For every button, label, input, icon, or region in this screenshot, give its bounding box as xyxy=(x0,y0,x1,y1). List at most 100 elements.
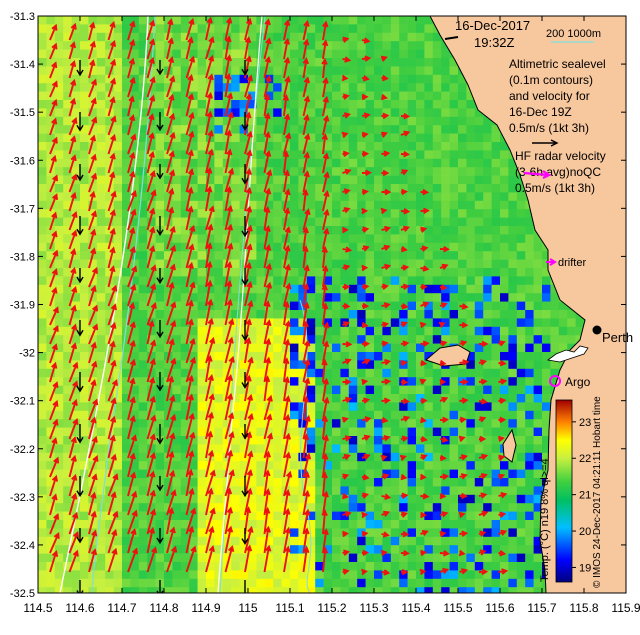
sst-cell xyxy=(256,125,266,134)
sst-cell xyxy=(407,125,417,134)
sst-cell xyxy=(323,242,333,252)
sst-cell xyxy=(357,352,366,361)
sst-cell xyxy=(424,41,434,50)
sst-cell xyxy=(172,83,182,92)
sst-cell xyxy=(122,16,131,25)
sst-cell xyxy=(38,217,47,227)
sst-cell xyxy=(424,167,434,176)
sst-cell xyxy=(248,251,257,260)
sst-cell xyxy=(441,125,450,134)
sst-cell xyxy=(500,268,509,277)
sst-cell xyxy=(96,461,106,470)
sst-cell xyxy=(180,436,190,445)
sst-cell xyxy=(306,142,316,151)
sst-cell xyxy=(273,24,282,34)
sst-cell xyxy=(416,335,425,344)
sst-cell xyxy=(130,116,140,126)
sst-cell xyxy=(525,553,534,563)
sst-cell xyxy=(491,528,501,538)
sst-cell xyxy=(357,116,366,126)
sst-cell xyxy=(315,234,324,244)
sst-cell xyxy=(432,175,442,185)
sst-cell xyxy=(298,167,308,176)
sst-cell xyxy=(458,427,467,437)
sst-cell xyxy=(273,553,282,563)
sst-cell xyxy=(164,511,173,521)
sst-cell xyxy=(432,83,442,92)
sst-cell xyxy=(80,553,89,563)
sst-cell xyxy=(533,360,543,370)
sst-cell xyxy=(407,343,417,353)
sst-cell xyxy=(441,536,450,546)
sst-cell xyxy=(491,175,501,185)
sst-cell xyxy=(298,74,308,84)
sst-cell xyxy=(239,192,249,202)
sst-cell xyxy=(374,234,383,244)
sst-cell xyxy=(500,427,509,437)
sst-cell xyxy=(80,410,89,420)
sst-cell xyxy=(180,217,190,227)
sst-cell xyxy=(63,587,72,593)
hf-velocity-arrow xyxy=(107,39,117,60)
sst-cell xyxy=(46,461,56,470)
sst-cell xyxy=(332,570,341,580)
sst-cell xyxy=(197,116,207,126)
sst-cell xyxy=(96,587,106,593)
sst-cell xyxy=(340,461,350,470)
sst-cell xyxy=(348,91,358,101)
sst-cell xyxy=(96,520,106,529)
sst-cell xyxy=(332,587,341,593)
hf-velocity-arrow xyxy=(146,76,156,98)
sst-cell xyxy=(390,226,400,235)
sst-cell xyxy=(256,91,266,101)
hf-velocity-arrow xyxy=(263,18,271,41)
sst-cell xyxy=(474,301,484,311)
sst-cell xyxy=(231,528,240,538)
sst-cell xyxy=(172,419,182,428)
sst-cell xyxy=(180,368,190,378)
sst-cell xyxy=(189,511,198,521)
sst-cell xyxy=(71,142,81,151)
sst-cell xyxy=(231,242,240,252)
sst-cell xyxy=(416,175,425,185)
sst-cell xyxy=(172,32,182,42)
sst-cell xyxy=(340,394,350,403)
sst-cell xyxy=(180,142,190,151)
sst-cell xyxy=(340,410,350,420)
sst-cell xyxy=(63,301,72,311)
sst-cell xyxy=(340,251,350,260)
sst-cell xyxy=(80,184,89,193)
sst-cell xyxy=(164,74,173,84)
sst-cell xyxy=(189,100,198,109)
sst-cell xyxy=(533,578,543,588)
sst-cell xyxy=(432,74,442,84)
sst-cell xyxy=(239,310,249,319)
sst-cell xyxy=(281,335,291,344)
sst-cell xyxy=(96,184,106,193)
sst-cell xyxy=(306,100,316,109)
sst-cell xyxy=(315,192,324,202)
sst-cell xyxy=(273,74,282,84)
sst-cell xyxy=(189,175,198,185)
sst-cell xyxy=(38,377,47,386)
sst-cell xyxy=(138,436,148,445)
sst-cell xyxy=(432,452,442,462)
sst-cell xyxy=(323,158,333,168)
sst-cell xyxy=(189,268,198,277)
sst-cell xyxy=(508,545,518,554)
sst-cell xyxy=(525,259,534,269)
sst-cell xyxy=(626,108,635,117)
sst-cell xyxy=(71,570,81,580)
sst-cell xyxy=(626,528,635,537)
sst-cell xyxy=(63,74,72,84)
sst-cell xyxy=(466,142,476,151)
sst-cell xyxy=(323,259,333,269)
sst-cell xyxy=(189,158,198,168)
sst-cell xyxy=(516,276,526,286)
sst-cell xyxy=(63,200,72,210)
sst-cell xyxy=(122,486,131,496)
sst-cell xyxy=(80,74,89,84)
sst-cell xyxy=(214,24,224,34)
sst-cell xyxy=(88,335,98,344)
sst-cell xyxy=(374,570,383,580)
